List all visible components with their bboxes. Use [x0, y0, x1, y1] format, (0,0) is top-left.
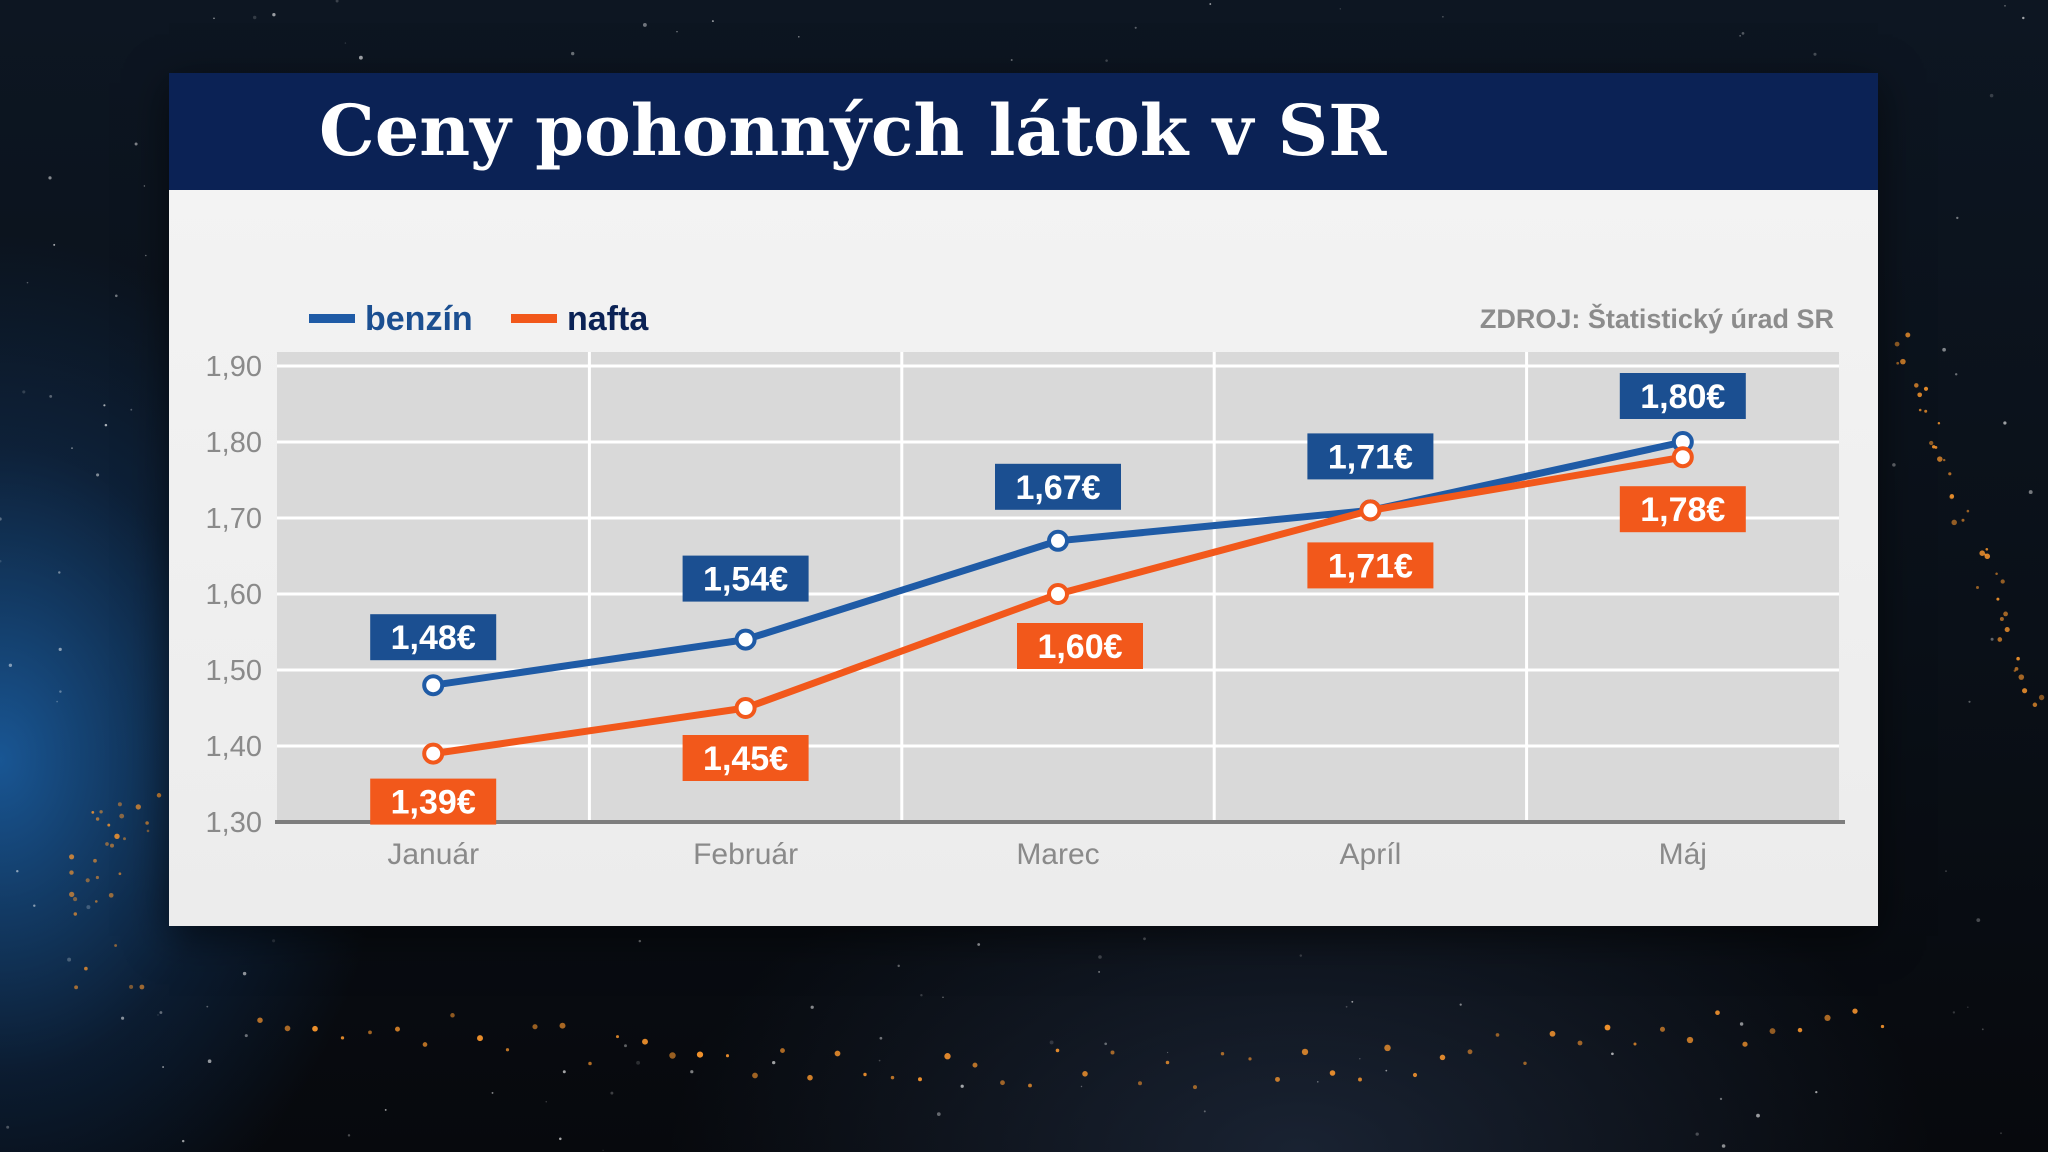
data-point	[1359, 499, 1382, 522]
chart-card: Ceny pohonných látok v SR 1,90 1,80 1,70 1,…	[169, 73, 1878, 926]
series-benzin: 1,48€ 1,54€ 1,67€ 1,71€ 1,80€	[370, 373, 1746, 697]
data-label: 1,67€	[1015, 469, 1100, 507]
data-label-box	[1619, 373, 1746, 419]
y-tick-label: 1,80	[206, 427, 262, 459]
data-label: 1,45€	[703, 740, 788, 778]
data-label-box	[370, 614, 497, 661]
data-label-box	[995, 463, 1121, 510]
x-tick-label: Apríl	[1340, 838, 1402, 871]
data-label: 1,60€	[1037, 628, 1122, 666]
data-label-box	[1307, 433, 1434, 480]
data-label: 1,39€	[391, 784, 476, 822]
data-point	[1047, 529, 1069, 552]
y-tick-label: 1,50	[206, 655, 262, 687]
legend: benzín nafta	[309, 300, 649, 338]
data-point	[422, 742, 445, 765]
data-point	[422, 674, 445, 697]
data-label: 1,71€	[1328, 438, 1413, 476]
data-label-box	[682, 735, 809, 781]
data-point	[734, 697, 757, 719]
chart-panel: 1,90 1,80 1,70 1,60 1,50 1,40 1,30 Január Februá…	[169, 190, 1878, 926]
y-tick-label: 1,60	[206, 579, 262, 611]
y-tick-label: 1,40	[206, 731, 262, 763]
source-label: ZDROJ: Štatistický úrad SR	[1480, 303, 1834, 334]
legend-swatch	[309, 314, 355, 323]
data-label-box	[1619, 486, 1746, 533]
y-tick-label: 1,90	[206, 351, 262, 383]
x-tick-label: Február	[693, 838, 798, 871]
data-label-box	[682, 555, 809, 602]
data-label: 1,48€	[391, 619, 476, 657]
x-tick-label: Marec	[1016, 838, 1099, 871]
legend-label: benzín	[365, 300, 473, 338]
data-label-box	[1307, 542, 1434, 589]
data-point	[734, 628, 757, 651]
data-label: 1,71€	[1328, 547, 1413, 585]
x-tick-label: Január	[387, 838, 479, 871]
y-tick-label: 1,70	[206, 503, 262, 535]
data-label: 1,80€	[1640, 378, 1725, 416]
data-label-box	[370, 778, 497, 825]
data-label: 1,78€	[1640, 491, 1725, 529]
legend-swatch	[511, 314, 557, 323]
data-point	[1671, 446, 1694, 469]
line-chart: 1,90 1,80 1,70 1,60 1,50 1,40 1,30 Január Februá…	[206, 300, 1845, 871]
x-tick-label: Máj	[1659, 838, 1707, 871]
page-title: Ceny pohonných látok v SR	[319, 89, 1387, 172]
y-tick-label: 1,30	[206, 807, 262, 839]
title-bar: Ceny pohonných látok v SR	[169, 73, 1878, 190]
data-label-box	[1017, 623, 1143, 669]
legend-label: nafta	[567, 300, 649, 338]
data-label: 1,54€	[703, 561, 788, 599]
series-nafta: 1,39€ 1,45€ 1,60€ 1,71€ 1,78€	[370, 446, 1746, 825]
data-point	[1047, 583, 1069, 605]
